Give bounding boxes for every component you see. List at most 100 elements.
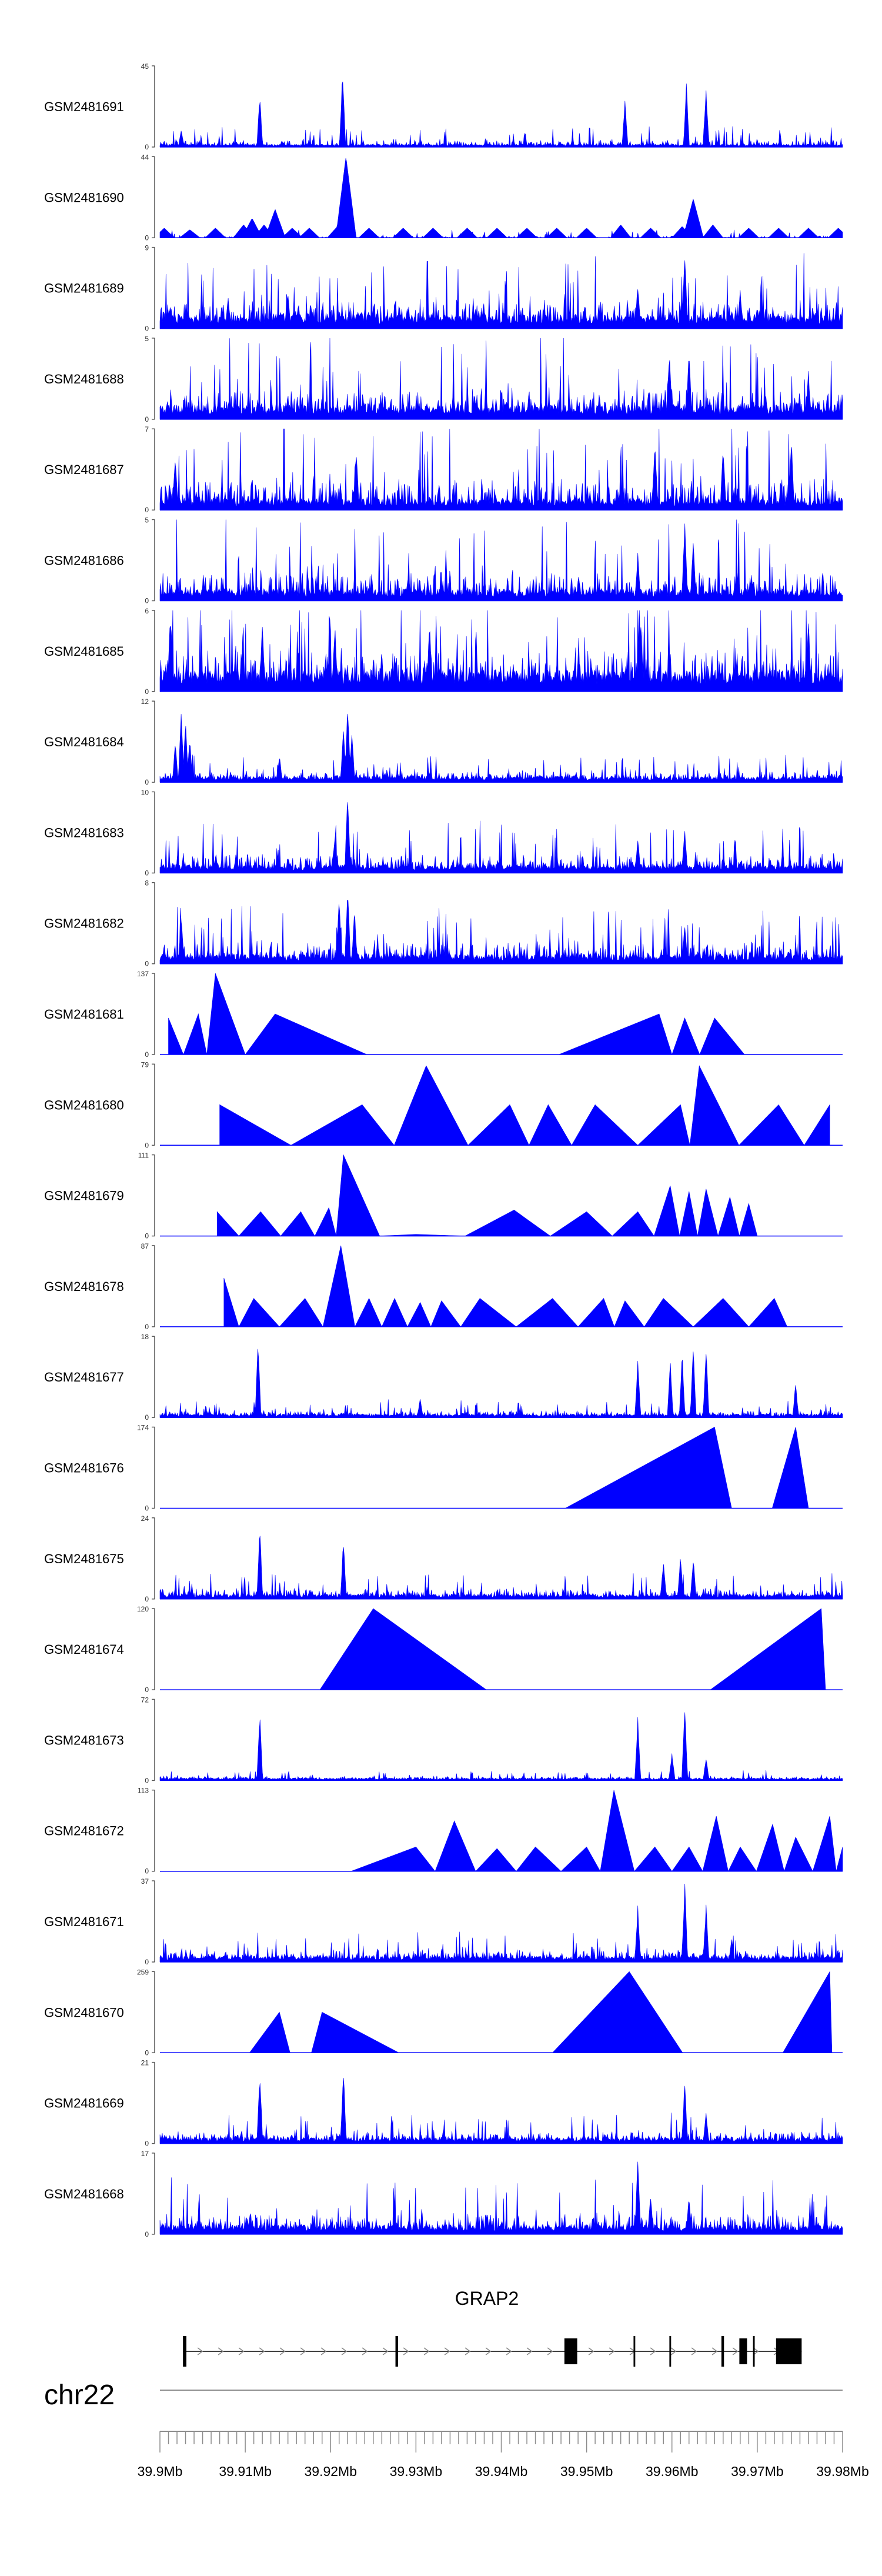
x-tick-label: 39.93Mb [390, 2464, 443, 2479]
track-label: GSM2481688 [44, 372, 124, 386]
coverage-area [219, 1065, 830, 1146]
genome-axis: chr22 39.9Mb 39.91Mb 39.92Mb 39.93Mb 39.94Mb… [44, 2380, 869, 2479]
strand-arrow [485, 2347, 492, 2355]
track-GSM2481680: GSM2481680 79 0 [44, 1060, 843, 1149]
coverage-area [159, 81, 843, 148]
y-zero-label: 0 [145, 1413, 149, 1422]
y-zero-label: 0 [145, 506, 149, 514]
exon [739, 2338, 747, 2364]
track-GSM2481675: GSM2481675 24 0 [44, 1514, 843, 1603]
strand-arrow [300, 2347, 306, 2355]
gene-label: GRAP2 [455, 2288, 519, 2309]
track-label: GSM2481674 [44, 1642, 124, 1657]
coverage-area [159, 1536, 843, 1600]
track-GSM2481679: GSM2481679 111 0 [44, 1152, 843, 1240]
y-max-label: 21 [141, 2059, 149, 2067]
strand-arrow [197, 2347, 203, 2355]
y-max-label: 87 [141, 1242, 149, 1250]
x-tick-label: 39.9Mb [138, 2464, 183, 2479]
strand-arrow [279, 2347, 286, 2355]
y-max-label: 9 [145, 244, 149, 252]
y-max-label: 120 [137, 1605, 149, 1613]
coverage-area [159, 338, 843, 420]
x-tick-label: 39.91Mb [219, 2464, 272, 2479]
y-zero-label: 0 [145, 869, 149, 877]
track-label: GSM2481685 [44, 644, 124, 659]
coverage-area [159, 253, 843, 329]
coverage-area [223, 1245, 800, 1327]
y-zero-label: 0 [145, 1686, 149, 1694]
track-label: GSM2481672 [44, 1824, 124, 1838]
strand-arrow [403, 2347, 409, 2355]
track-GSM2481677: GSM2481677 18 0 [44, 1333, 843, 1422]
y-zero-label: 0 [145, 2230, 149, 2238]
track-label: GSM2481670 [44, 2005, 124, 2020]
exon [564, 2338, 577, 2364]
strand-arrow [465, 2347, 471, 2355]
y-max-label: 10 [141, 788, 149, 796]
y-max-label: 17 [141, 2150, 149, 2158]
coverage-area [216, 1154, 766, 1237]
track-GSM2481672: GSM2481672 113 0 [44, 1787, 843, 1876]
track-GSM2481691: GSM2481691 45 0 [44, 62, 843, 151]
exon [669, 2336, 671, 2367]
track-label: GSM2481681 [44, 1007, 124, 1022]
y-zero-label: 0 [145, 1776, 149, 1784]
strand-arrow [547, 2347, 553, 2355]
y-max-label: 6 [145, 607, 149, 615]
y-max-label: 18 [141, 1333, 149, 1341]
gene-annotation-track: GRAP2 [183, 2288, 802, 2367]
y-zero-label: 0 [145, 415, 149, 423]
strand-arrow [218, 2347, 224, 2355]
y-zero-label: 0 [145, 2140, 149, 2148]
coverage-area [416, 1427, 821, 1509]
coverage-area [159, 900, 843, 964]
y-max-label: 137 [137, 970, 149, 978]
track-label: GSM2481686 [44, 553, 124, 568]
track-label: GSM2481678 [44, 1279, 124, 1294]
y-max-label: 12 [141, 698, 149, 706]
y-max-label: 79 [141, 1060, 149, 1069]
track-label: GSM2481673 [44, 1733, 124, 1747]
strand-arrow [732, 2347, 739, 2355]
x-tick-label: 39.98Mb [816, 2464, 869, 2479]
coverage-area [159, 2161, 843, 2235]
exon [183, 2336, 186, 2367]
x-tick-label: 39.96Mb [646, 2464, 699, 2479]
track-label: GSM2481671 [44, 1914, 124, 1929]
y-max-label: 5 [145, 516, 149, 525]
coverage-area [159, 1883, 843, 1963]
y-max-label: 37 [141, 1877, 149, 1886]
y-zero-label: 0 [145, 325, 149, 333]
track-GSM2481670: GSM2481670 259 0 [44, 1968, 843, 2057]
track-label: GSM2481676 [44, 1461, 124, 1476]
track-GSM2481688: GSM2481688 5 0 [44, 335, 843, 423]
y-zero-label: 0 [145, 1595, 149, 1603]
coverage-area [159, 802, 843, 873]
coverage-area [159, 428, 843, 510]
track-GSM2481673: GSM2481673 72 0 [44, 1696, 843, 1784]
track-GSM2481683: GSM2481683 10 0 [44, 788, 843, 877]
track-GSM2481686: GSM2481686 5 0 [44, 516, 843, 605]
y-max-label: 259 [137, 1968, 149, 1976]
strand-arrow [588, 2347, 594, 2355]
y-zero-label: 0 [145, 1867, 149, 1876]
y-max-label: 5 [145, 335, 149, 343]
strand-arrow [711, 2347, 718, 2355]
track-label: GSM2481682 [44, 916, 124, 931]
x-tick-label: 39.97Mb [731, 2464, 784, 2479]
strand-arrow [506, 2347, 512, 2355]
track-GSM2481676: GSM2481676 174 0 [44, 1424, 843, 1513]
strand-arrow [526, 2347, 533, 2355]
y-max-label: 174 [137, 1424, 149, 1432]
data-tracks: GSM2481691450GSM2481690440GSM248168990GS… [44, 62, 843, 2238]
chromosome-label: chr22 [44, 2380, 115, 2411]
y-max-label: 24 [141, 1514, 149, 1523]
exon [721, 2336, 724, 2367]
y-zero-label: 0 [145, 233, 149, 242]
strand-arrow [362, 2347, 368, 2355]
track-GSM2481669: GSM2481669 21 0 [44, 2059, 843, 2148]
track-label: GSM2481669 [44, 2096, 124, 2111]
track-GSM2481671: GSM2481671 37 0 [44, 1877, 843, 1966]
strand-arrow [670, 2347, 677, 2355]
